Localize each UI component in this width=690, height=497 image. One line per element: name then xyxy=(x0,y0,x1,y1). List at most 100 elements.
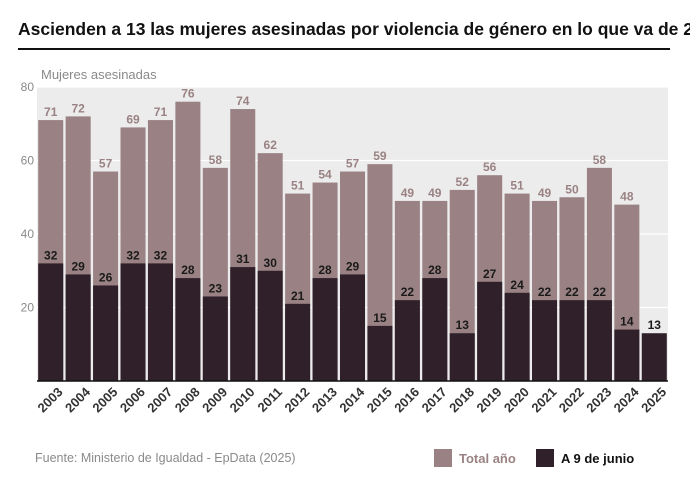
label-total-2010: 74 xyxy=(236,94,250,108)
bar-june-2020 xyxy=(504,292,530,381)
bars xyxy=(38,101,667,382)
label-june-2024: 14 xyxy=(620,315,634,329)
x-tick-label: 2021 xyxy=(528,384,559,415)
bar-june-2015 xyxy=(367,325,393,381)
label-total-2003: 71 xyxy=(44,105,58,119)
x-tick-label: 2025 xyxy=(638,384,669,415)
x-tick-label: 2005 xyxy=(89,384,120,415)
label-total-2006: 69 xyxy=(126,112,140,126)
x-tick-label: 2018 xyxy=(446,384,477,415)
bar-june-2016 xyxy=(394,300,420,381)
bar-june-2023 xyxy=(586,300,612,381)
label-total-2014: 57 xyxy=(346,157,360,171)
x-tick-label: 2012 xyxy=(281,384,312,415)
bar-june-2004 xyxy=(65,274,91,381)
x-tick-label: 2019 xyxy=(474,384,505,415)
bar-june-2012 xyxy=(285,303,311,381)
label-total-2007: 71 xyxy=(154,105,168,119)
x-tick-label: 2017 xyxy=(419,384,450,415)
label-june-2015: 15 xyxy=(373,311,387,325)
y-tick-label: 20 xyxy=(21,301,35,315)
bar-june-2007 xyxy=(147,263,173,381)
bar-value-labels: 71 32 72 29 57 26 69 32 71 32 76 28 58 23 74 31 62 30 51 21… xyxy=(44,87,661,333)
label-total-2013: 54 xyxy=(318,168,332,182)
label-june-2021: 22 xyxy=(538,285,552,299)
x-axis-ticks: 2003200420052006200720082009201020112012… xyxy=(35,384,670,416)
label-total-2019: 56 xyxy=(483,160,497,174)
bar-june-2010 xyxy=(230,267,256,381)
label-total-2008: 76 xyxy=(181,87,195,101)
bar-june-2005 xyxy=(93,285,119,381)
label-june-2018: 13 xyxy=(456,318,470,332)
label-total-2009: 58 xyxy=(209,153,223,167)
title-rule xyxy=(18,48,670,50)
x-tick-label: 2003 xyxy=(35,384,66,415)
label-june-2020: 24 xyxy=(510,278,524,292)
legend-swatch-total xyxy=(434,449,452,467)
x-tick-label: 2023 xyxy=(583,384,614,415)
label-june-2010: 31 xyxy=(236,252,250,266)
label-june-2008: 28 xyxy=(181,263,195,277)
legend-item-total: Total año xyxy=(434,449,516,467)
label-total-2023: 58 xyxy=(593,153,607,167)
chart-title: Ascienden a 13 las mujeres asesinadas po… xyxy=(18,19,690,39)
label-june-2013: 28 xyxy=(318,263,332,277)
bar-june-2025 xyxy=(641,333,667,381)
x-tick-label: 2024 xyxy=(611,384,643,416)
y-tick-label: 40 xyxy=(21,227,35,241)
label-june-2009: 23 xyxy=(209,281,223,295)
label-june-2004: 29 xyxy=(71,259,85,273)
label-total-2004: 72 xyxy=(71,101,85,115)
label-total-2018: 52 xyxy=(456,175,470,189)
label-total-2021: 49 xyxy=(538,186,552,200)
x-tick-label: 2014 xyxy=(336,384,368,416)
label-total-2011: 62 xyxy=(264,138,278,152)
bar-june-2019 xyxy=(477,281,503,381)
legend-label-total: Total año xyxy=(459,450,516,466)
x-tick-label: 2010 xyxy=(227,384,258,415)
label-june-2023: 22 xyxy=(593,285,607,299)
y-axis-label: Mujeres asesinadas xyxy=(41,67,157,82)
legend-swatch-june xyxy=(536,449,554,467)
x-tick-label: 2008 xyxy=(172,384,203,415)
label-june-2025: 13 xyxy=(648,318,662,332)
x-tick-label: 2020 xyxy=(501,384,532,415)
label-june-2016: 22 xyxy=(401,285,415,299)
x-tick-label: 2006 xyxy=(117,384,148,415)
label-june-2003: 32 xyxy=(44,248,58,262)
bar-june-2011 xyxy=(257,270,283,381)
label-total-2020: 51 xyxy=(510,179,524,193)
x-tick-label: 2004 xyxy=(62,384,94,416)
x-tick-label: 2007 xyxy=(144,384,175,415)
x-tick-label: 2011 xyxy=(255,384,286,415)
x-tick-label: 2015 xyxy=(364,384,395,415)
x-tick-label: 2022 xyxy=(556,384,587,415)
label-june-2019: 27 xyxy=(483,267,497,281)
label-total-2017: 49 xyxy=(428,186,442,200)
bar-june-2009 xyxy=(202,296,228,381)
label-june-2005: 26 xyxy=(99,270,113,284)
label-june-2007: 32 xyxy=(154,248,168,262)
y-tick-label: 80 xyxy=(21,80,35,94)
y-tick-label: 60 xyxy=(21,154,35,168)
bar-june-2006 xyxy=(120,263,146,381)
bar-june-2022 xyxy=(559,300,585,381)
bar-june-2024 xyxy=(614,329,640,381)
x-tick-label: 2013 xyxy=(309,384,340,415)
x-tick-label: 2016 xyxy=(391,384,422,415)
bar-june-2014 xyxy=(339,274,366,381)
bar-chart: 20 40 60 80 Mujeres asesinadas 71 32 72 29 57 26… xyxy=(21,67,670,416)
bar-june-2018 xyxy=(449,333,475,381)
bar-june-2003 xyxy=(38,263,64,381)
bar-june-2017 xyxy=(422,278,448,381)
bar-june-2021 xyxy=(532,300,558,381)
label-june-2006: 32 xyxy=(126,248,140,262)
label-june-2014: 29 xyxy=(346,259,360,273)
label-june-2017: 28 xyxy=(428,263,442,277)
label-total-2024: 48 xyxy=(620,190,634,204)
legend-item-june: A 9 de junio xyxy=(536,449,634,467)
source-note: Fuente: Ministerio de Igualdad - EpData … xyxy=(35,451,296,465)
bar-june-2008 xyxy=(175,278,201,381)
x-tick-label: 2009 xyxy=(199,384,230,415)
label-total-2016: 49 xyxy=(401,186,415,200)
